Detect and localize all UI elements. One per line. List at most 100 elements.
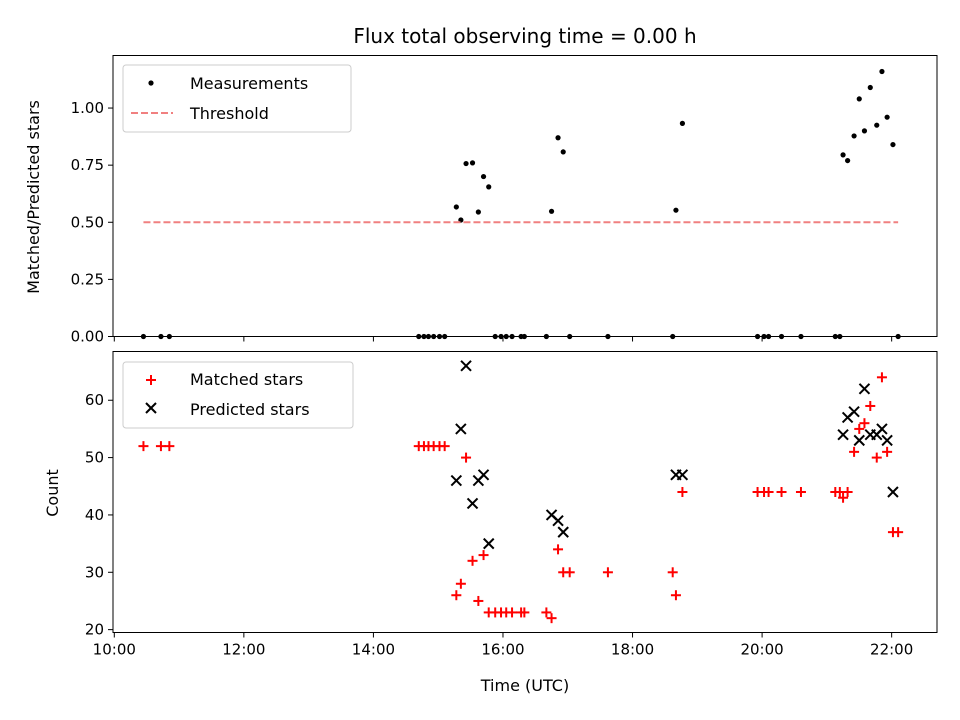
matched-stars-point (859, 418, 870, 429)
measurements-point (416, 333, 422, 340)
measurements-point (895, 333, 901, 340)
x-tick-label: 22:00 (870, 641, 913, 659)
measurements-point (832, 333, 838, 340)
y-tick-label: 0.50 (71, 213, 104, 231)
measurements-point (761, 333, 767, 340)
matched-stars-point (849, 446, 860, 457)
matched-stars-point (467, 555, 478, 566)
measurements-point (140, 333, 147, 340)
measurements-point (890, 141, 896, 148)
measurements-point (874, 122, 880, 128)
predicted-stars-point (460, 360, 472, 372)
y-tick-label: 50 (85, 449, 104, 467)
matched-stars-point (478, 550, 489, 561)
bottom-axes-frame (112, 351, 938, 633)
matched-stars-point (439, 441, 450, 452)
measurements-point (475, 209, 481, 215)
top-ylabel: Matched/Predicted stars (24, 100, 43, 294)
predicted-stars-point (557, 526, 569, 538)
measurements-point (442, 333, 448, 340)
measurements-point (851, 133, 857, 139)
matched-stars-point (795, 487, 806, 497)
bottom-legend: Matched stars Predicted stars (122, 361, 354, 429)
x-tick-label: 18:00 (611, 641, 654, 659)
measurements-point (673, 207, 679, 213)
measurements-point (754, 333, 761, 340)
matched-stars-point (155, 441, 166, 452)
matched-stars-point (451, 590, 462, 601)
predicted-stars-point (466, 497, 479, 510)
matched-stars-point (546, 613, 557, 624)
legend-measurements-marker (148, 80, 154, 86)
matched-stars-point (854, 423, 865, 434)
matched-stars-point (667, 567, 678, 578)
predicted-stars-point (477, 469, 490, 481)
matched-stars-point (882, 446, 893, 457)
top-legend: Measurements Threshold (122, 64, 352, 133)
x-tick-label: 12:00 (222, 641, 265, 659)
y-tick-label: 40 (85, 506, 104, 524)
measurements-point (431, 333, 437, 340)
measurements-point (453, 204, 459, 210)
measurements-point (492, 333, 498, 340)
legend-predicted-label: Predicted stars (190, 400, 310, 419)
matched-stars-point (871, 452, 882, 463)
measurements-point (463, 160, 469, 167)
bottom-legend-box (122, 361, 354, 429)
matched-stars-point (455, 578, 466, 589)
bottom-ylabel: Count (43, 469, 62, 517)
measurements-point (166, 333, 172, 340)
measurements-point (555, 135, 561, 141)
chart-marks: 0.00 0.25 0.50 0.75 1.00 10:00 12:00 14:00 16:00… (71, 68, 913, 659)
x-tick-label: 10:00 (93, 641, 136, 659)
predicted-stars-point (881, 434, 893, 447)
chart-title: Flux total observing time = 0.00 h (353, 24, 696, 48)
y-tick-label: 30 (85, 563, 104, 581)
bottom-xlabel: Time (UTC) (480, 676, 569, 695)
measurements-point (158, 333, 164, 340)
top-legend-box (122, 64, 352, 133)
measurements-point (436, 333, 443, 340)
matched-stars-point (670, 590, 681, 601)
measurements-point (679, 120, 686, 126)
predicted-stars-point (552, 514, 564, 527)
measurements-point (425, 333, 432, 340)
measurements-point (486, 184, 492, 190)
y-tick-label: 0.25 (71, 270, 104, 288)
predicted-stars-point (450, 474, 463, 487)
matched-stars-point (602, 567, 613, 578)
y-tick-label: 0.00 (71, 328, 104, 346)
matched-stars-point (553, 544, 564, 555)
matched-stars-point (164, 441, 175, 452)
x-tick-label: 14:00 (352, 641, 395, 659)
matched-stars-point (838, 492, 849, 503)
matched-stars-point (507, 607, 518, 618)
matched-stars-point (763, 487, 774, 497)
measurements-point (879, 68, 885, 75)
matched-stars-point (776, 487, 787, 497)
y-tick-label: 0.75 (71, 156, 104, 174)
measurements-point (521, 333, 527, 340)
measurements-point (509, 333, 515, 340)
measurements-point (670, 333, 676, 340)
legend-measurements-label: Measurements (190, 74, 308, 93)
legend-predicted-marker (145, 402, 157, 414)
measurements-point (605, 333, 611, 340)
measurements-point (837, 333, 843, 340)
measurements-point (765, 333, 772, 340)
matched-stars-point (865, 400, 876, 411)
x-tick-label: 16:00 (481, 641, 524, 659)
legend-matched-label: Matched stars (190, 370, 303, 389)
measurements-point (548, 208, 555, 214)
matched-stars-point (842, 487, 853, 497)
measurements-point (543, 333, 549, 340)
predicted-stars-point (837, 428, 849, 441)
predicted-stars-point (858, 383, 871, 395)
matched-stars-point (876, 372, 887, 383)
measurements-point (503, 333, 509, 340)
matched-stars-point (519, 607, 530, 618)
measurements-point (480, 173, 487, 180)
matched-stars-point (893, 527, 904, 538)
predicted-stars-point (853, 434, 865, 447)
